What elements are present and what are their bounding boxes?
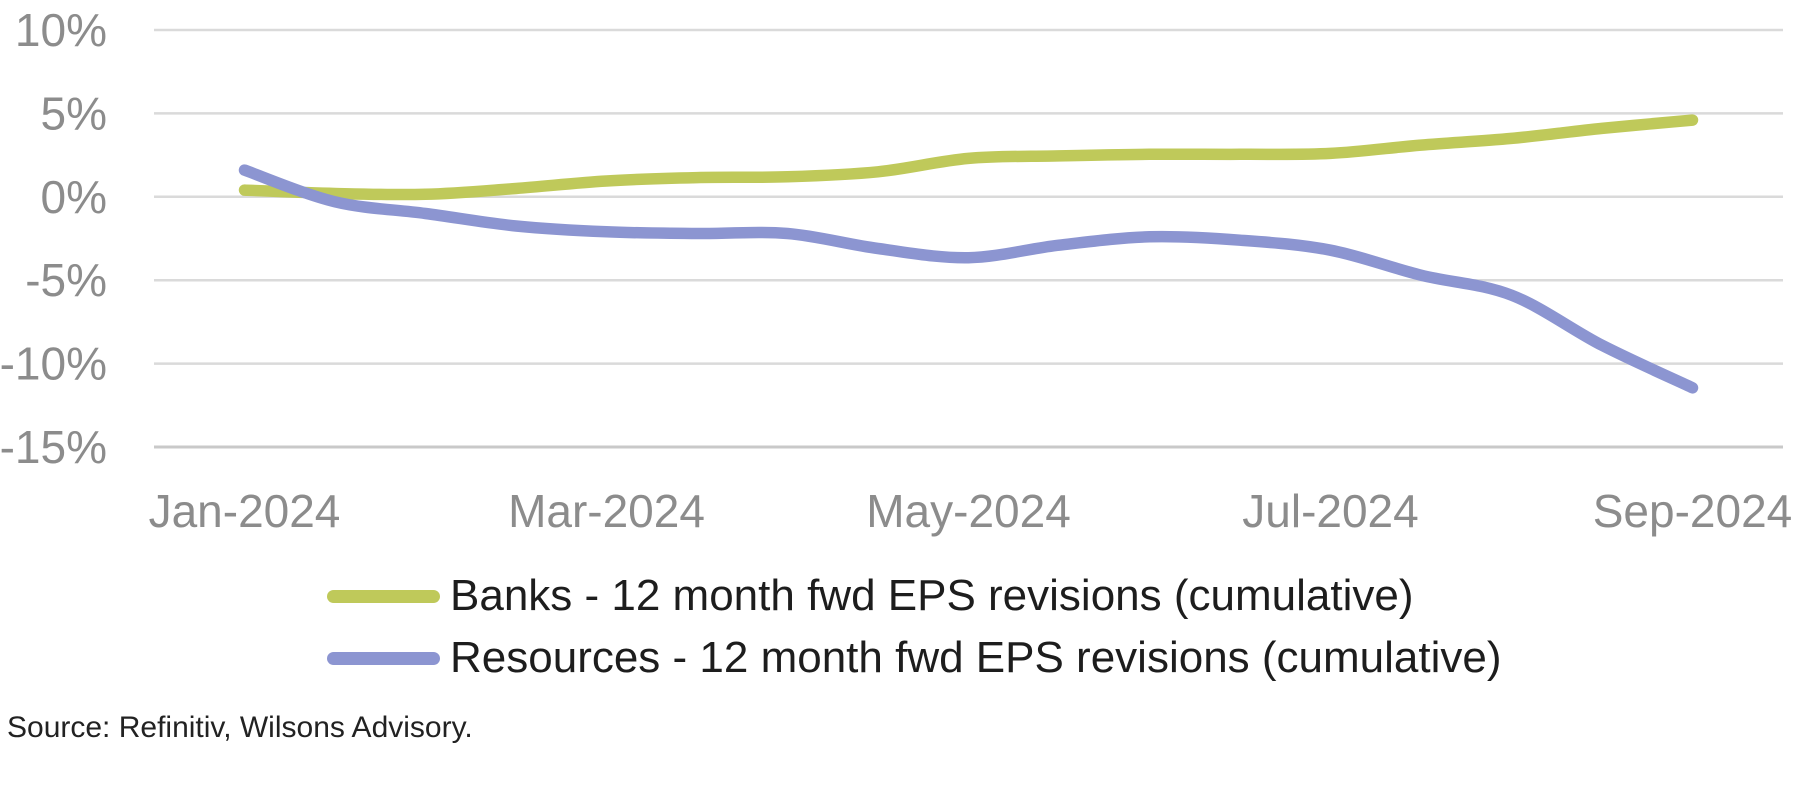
- series-line-banks: [238, 114, 1699, 201]
- resources-line-swatch: [327, 651, 440, 665]
- chart-legend: Banks - 12 month fwd EPS revisions (cumu…: [327, 572, 1502, 696]
- legend-item-resources: Resources - 12 month fwd EPS revisions (…: [327, 634, 1502, 682]
- y-tick-label--15%: -15%: [0, 421, 107, 473]
- y-tick-label-10%: 10%: [15, 4, 107, 56]
- x-tick-label-Sep-2024: Sep-2024: [1593, 485, 1793, 537]
- x-tick-label-Jul-2024: Jul-2024: [1242, 485, 1418, 537]
- y-tick-label-0%: 0%: [41, 171, 107, 223]
- banks-line-swatch: [327, 589, 440, 603]
- banks-legend-label: Banks - 12 month fwd EPS revisions (cumu…: [450, 571, 1414, 620]
- resources-legend-label: Resources - 12 month fwd EPS revisions (…: [450, 633, 1502, 682]
- x-tick-label-Mar-2024: Mar-2024: [508, 485, 705, 537]
- legend-item-banks: Banks - 12 month fwd EPS revisions (cumu…: [327, 572, 1502, 620]
- series-line-resources: [238, 164, 1699, 394]
- x-tick-label-Jan-2024: Jan-2024: [149, 485, 341, 537]
- y-tick-label--5%: -5%: [25, 254, 107, 306]
- source-note: Source: Refinitiv, Wilsons Advisory.: [7, 711, 473, 744]
- x-tick-label-May-2024: May-2024: [866, 485, 1071, 537]
- y-tick-label--10%: -10%: [0, 338, 107, 390]
- y-tick-label-5%: 5%: [41, 87, 107, 139]
